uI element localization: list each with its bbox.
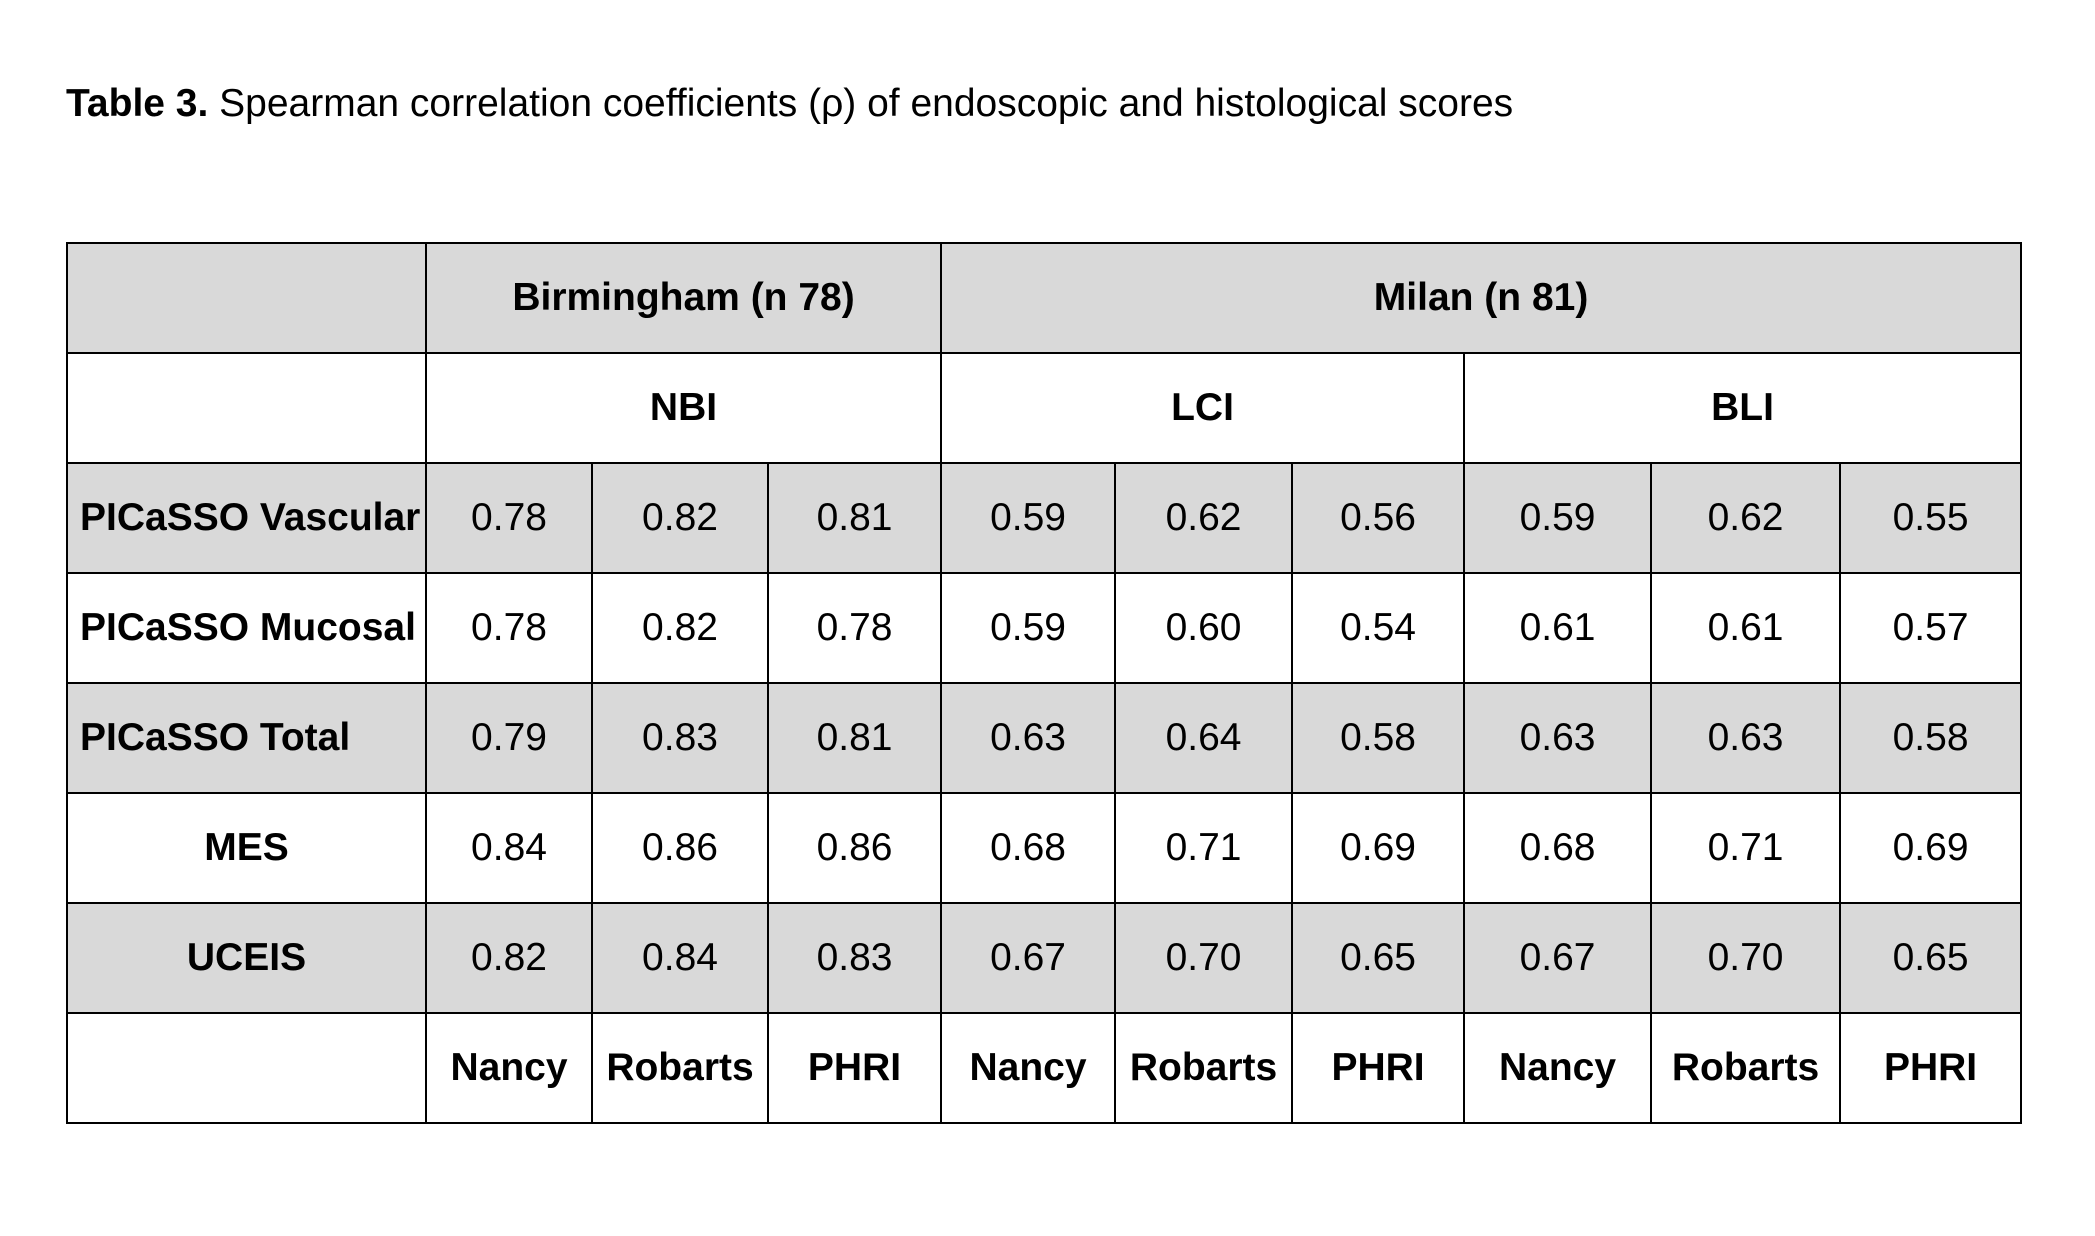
value-cell: 0.83 [766,902,943,1014]
value-cell: 0.60 [1114,572,1294,684]
table-row: MES 0.84 0.86 0.86 0.68 0.71 0.69 0.68 0.71 0.69 [66,792,2023,904]
value-cell: 0.78 [425,572,593,684]
row-label: UCEIS [66,902,427,1014]
corner-cell [66,352,427,464]
score-header: PHRI [1839,1012,2023,1124]
table-row: PICaSSO Mucosal 0.78 0.82 0.78 0.59 0.60 0.54 0… [66,572,2023,684]
value-cell: 0.63 [940,682,1117,794]
value-cell: 0.69 [1839,792,2023,904]
value-cell: 0.54 [1291,572,1466,684]
value-cell: 0.62 [1114,462,1294,574]
value-cell: 0.64 [1114,682,1294,794]
value-cell: 0.55 [1839,462,2023,574]
value-cell: 0.78 [425,462,593,574]
site-header-row: Birmingham (n 78) Milan (n 81) [66,242,2023,354]
score-header: Robarts [1650,1012,1842,1124]
value-cell: 0.84 [591,902,769,1014]
value-cell: 0.71 [1650,792,1842,904]
row-label: PICaSSO Mucosal [66,572,427,684]
value-cell: 0.81 [766,682,943,794]
value-cell: 0.61 [1650,572,1842,684]
value-cell: 0.63 [1650,682,1842,794]
value-cell: 0.71 [1114,792,1294,904]
value-cell: 0.61 [1463,572,1653,684]
value-cell: 0.69 [1291,792,1466,904]
score-header: Nancy [1463,1012,1653,1124]
value-cell: 0.86 [591,792,769,904]
score-header: Nancy [940,1012,1117,1124]
corner-cell [66,242,427,354]
table-row: PICaSSO Total 0.79 0.83 0.81 0.63 0.64 0.58 0.6… [66,682,2023,794]
score-header-row: Nancy Robarts PHRI Nancy Robarts PHRI Na… [66,1012,2023,1124]
value-cell: 0.82 [591,462,769,574]
row-label: PICaSSO Total [66,682,427,794]
site-header-birmingham: Birmingham (n 78) [424,242,943,354]
modality-header-lci: LCI [940,352,1466,464]
row-label: PICaSSO Vascular [66,462,427,574]
value-cell: 0.58 [1839,682,2023,794]
correlation-table: Birmingham (n 78) Milan (n 81) NBI LCI B… [66,242,2023,1124]
table-caption-label: Table 3. [66,82,209,125]
row-label: MES [66,792,427,904]
value-cell: 0.57 [1839,572,2023,684]
value-cell: 0.65 [1291,902,1466,1014]
value-cell: 0.81 [766,462,943,574]
value-cell: 0.59 [940,462,1117,574]
value-cell: 0.83 [591,682,769,794]
value-cell: 0.67 [1463,902,1653,1014]
value-cell: 0.63 [1463,682,1653,794]
value-cell: 0.68 [1463,792,1653,904]
table-row: PICaSSO Vascular 0.78 0.82 0.81 0.59 0.62 0.56… [66,462,2023,574]
value-cell: 0.86 [766,792,943,904]
value-cell: 0.67 [940,902,1117,1014]
value-cell: 0.59 [940,572,1117,684]
modality-header-row: NBI LCI BLI [66,352,2023,464]
value-cell: 0.84 [425,792,593,904]
value-cell: 0.59 [1463,462,1653,574]
value-cell: 0.82 [591,572,769,684]
modality-header-nbi: NBI [424,352,943,464]
value-cell: 0.56 [1291,462,1466,574]
corner-cell [66,1012,427,1124]
value-cell: 0.70 [1114,902,1294,1014]
site-header-milan: Milan (n 81) [940,242,2023,354]
value-cell: 0.79 [425,682,593,794]
value-cell: 0.70 [1650,902,1842,1014]
score-header: Nancy [425,1012,593,1124]
table-caption: Table 3. Spearman correlation coefficien… [66,76,1513,132]
value-cell: 0.65 [1839,902,2023,1014]
table-caption-text: Spearman correlation coefficients (ρ) of… [208,82,1514,125]
table-row: UCEIS 0.82 0.84 0.83 0.67 0.70 0.65 0.67 0.70 0.6… [66,902,2023,1014]
value-cell: 0.62 [1650,462,1842,574]
score-header: PHRI [766,1012,943,1124]
score-header: PHRI [1291,1012,1466,1124]
value-cell: 0.58 [1291,682,1466,794]
value-cell: 0.78 [766,572,943,684]
score-header: Robarts [591,1012,769,1124]
modality-header-bli: BLI [1463,352,2023,464]
score-header: Robarts [1114,1012,1294,1124]
value-cell: 0.82 [425,902,593,1014]
value-cell: 0.68 [940,792,1117,904]
